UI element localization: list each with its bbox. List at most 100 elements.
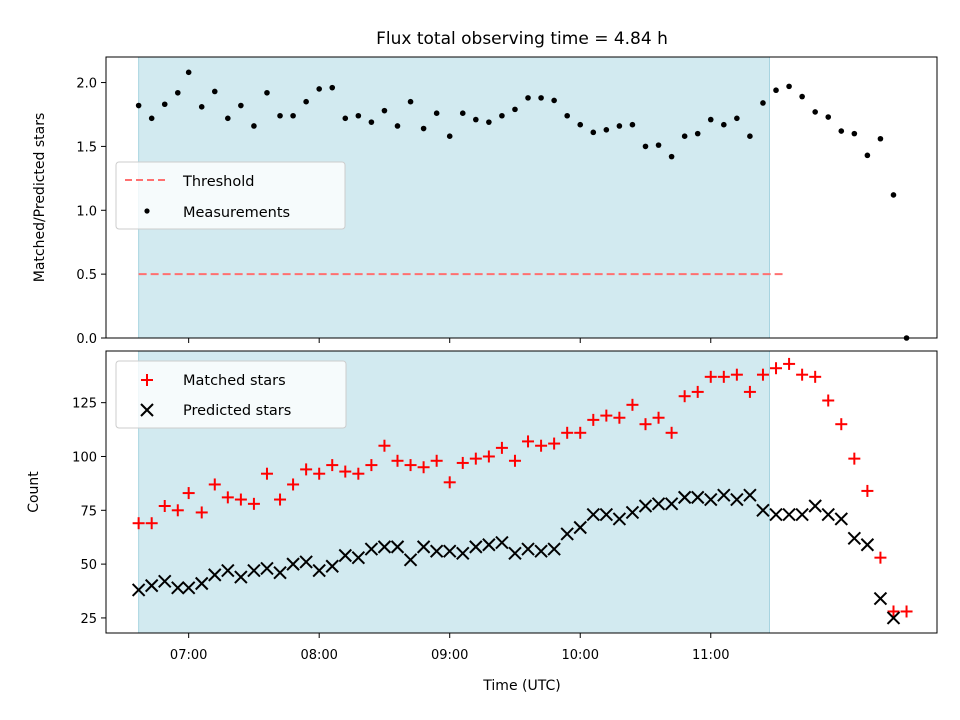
measurement-point (655, 142, 662, 148)
measurement-point (264, 89, 270, 96)
matched-star-point (743, 385, 756, 398)
predicted-star-point (221, 563, 235, 578)
measurement-point (420, 125, 427, 132)
measurement-point (211, 88, 218, 95)
predicted-star-point (351, 550, 366, 565)
matched-star-point (482, 450, 495, 463)
measurement-point (616, 123, 623, 129)
measurement-point (459, 110, 466, 116)
predicted-star-point (390, 540, 405, 554)
legend-predicted-label: Predicted stars (183, 403, 291, 419)
matched-star-point (900, 605, 913, 618)
matched-star-point (704, 370, 717, 383)
measurement-point (512, 106, 518, 113)
matched-star-point (600, 409, 613, 422)
measurement-point (316, 86, 322, 92)
predicted-star-point (795, 507, 809, 522)
predicted-star-point (508, 546, 522, 561)
predicted-star-point (181, 581, 196, 595)
measurement-point (407, 98, 414, 105)
legend-measurements-label: Measurements (183, 205, 290, 221)
y-tick-label: 125 (72, 397, 97, 412)
matched-star-point (730, 368, 743, 381)
measurement-point (747, 133, 753, 139)
top-y-axis-label: Matched/Predicted stars (32, 113, 48, 283)
matched-star-point (378, 439, 391, 452)
matched-star-point (796, 368, 809, 381)
matched-star-point (145, 517, 158, 530)
matched-star-point (300, 463, 313, 476)
measurement-point (329, 84, 336, 91)
predicted-star-point (299, 555, 313, 569)
measurement-point (851, 130, 858, 137)
x-tick-label: 09:00 (431, 648, 468, 663)
predicted-star-point (482, 538, 496, 552)
matched-star-point (456, 456, 469, 469)
matched-star-point (171, 504, 184, 517)
predicted-star-point (886, 611, 901, 625)
predicted-star-point (560, 527, 574, 541)
measurement-point (760, 100, 766, 106)
top-legend: Threshold Measurements (115, 161, 346, 230)
measurement-point (825, 114, 832, 120)
predicted-star-point (495, 535, 509, 550)
measurement-point (525, 95, 531, 101)
matched-star-point (158, 499, 171, 512)
y-tick-label: 1.0 (76, 204, 97, 219)
matched-star-point (182, 487, 195, 500)
predicted-star-point (808, 499, 822, 513)
predicted-star-point (325, 559, 339, 573)
matched-star-point (339, 465, 352, 478)
matched-star-point (508, 454, 521, 467)
top-plot-frame (105, 56, 938, 339)
matched-star-point (822, 394, 835, 407)
measurement-point (174, 89, 181, 96)
measurement-point (799, 93, 805, 100)
measurement-point (538, 95, 544, 101)
predicted-star-point (195, 576, 209, 591)
matched-star-point (861, 484, 874, 497)
matched-star-point (391, 454, 404, 467)
predicted-star-point (364, 542, 379, 556)
predicted-star-point (651, 497, 666, 511)
measurement-point (877, 135, 884, 142)
predicted-star-point (456, 546, 470, 561)
y-tick-label: 50 (80, 558, 97, 573)
measurement-point (161, 101, 168, 108)
matched-star-point (535, 439, 548, 452)
bottom-y-axis: 25 50 75 100 125 (72, 397, 106, 627)
predicted-star-point (664, 497, 679, 511)
measurement-point (185, 69, 192, 76)
matched-star-point (352, 467, 365, 480)
predicted-star-point (286, 557, 300, 571)
measurement-point (446, 133, 453, 139)
matched-star-point (195, 506, 208, 519)
measurement-point (433, 110, 440, 116)
measurement-point (473, 116, 479, 123)
matched-star-point (652, 411, 665, 424)
measurement-point (629, 121, 636, 128)
predicted-star-point (158, 574, 172, 589)
matched-star-point (756, 368, 769, 381)
predicted-star-point (403, 553, 418, 567)
y-tick-label: 75 (80, 504, 97, 519)
matched-star-point (495, 441, 508, 454)
predicted-star-point (144, 578, 159, 593)
legend-measurements-marker (144, 208, 150, 214)
matched-star-point (809, 370, 822, 383)
predicted-star-point (782, 507, 796, 522)
matched-star-point (274, 493, 287, 506)
top-panel: 0.00.51.01.52.0 Matched/Predicted stars … (32, 56, 938, 347)
bottom-x-axis: 07:00 08:00 09:00 10:00 11:00 (170, 633, 729, 663)
predicted-star-point (234, 570, 248, 584)
matched-star-point (887, 605, 900, 618)
matched-star-point (587, 413, 600, 426)
predicted-star-point (312, 563, 326, 578)
matched-star-point (639, 418, 652, 431)
matched-star-point (221, 491, 234, 504)
matched-star-point (561, 426, 574, 439)
matched-star-point (287, 478, 300, 491)
measurement-point (148, 115, 155, 122)
legend-matched-marker (141, 374, 153, 386)
measurement-point (812, 109, 818, 115)
